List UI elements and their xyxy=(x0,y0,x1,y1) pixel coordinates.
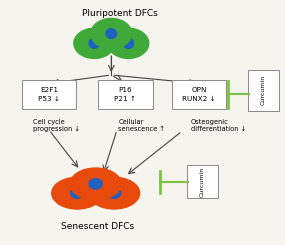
Text: Cell cycle
progression ↓: Cell cycle progression ↓ xyxy=(33,119,80,133)
Text: P16
P21 ↑: P16 P21 ↑ xyxy=(115,87,137,102)
FancyBboxPatch shape xyxy=(248,70,279,110)
Ellipse shape xyxy=(89,38,99,48)
Ellipse shape xyxy=(89,179,102,189)
Text: E2F1
P53 ↓: E2F1 P53 ↓ xyxy=(38,87,60,102)
Ellipse shape xyxy=(123,38,134,48)
Ellipse shape xyxy=(71,188,84,198)
Text: Cellular
senescence ↑: Cellular senescence ↑ xyxy=(118,119,165,132)
Ellipse shape xyxy=(107,188,121,198)
Ellipse shape xyxy=(52,177,103,209)
Text: Pluripotent DFCs: Pluripotent DFCs xyxy=(82,9,158,18)
Text: Curcumin: Curcumin xyxy=(261,75,266,105)
Ellipse shape xyxy=(91,18,132,49)
FancyBboxPatch shape xyxy=(22,80,76,109)
Text: Curcumin: Curcumin xyxy=(200,166,205,196)
Text: OPN
RUNX2 ↓: OPN RUNX2 ↓ xyxy=(182,87,216,102)
Text: Senescent DFCs: Senescent DFCs xyxy=(60,222,134,231)
FancyBboxPatch shape xyxy=(98,80,152,109)
FancyBboxPatch shape xyxy=(187,165,218,198)
Ellipse shape xyxy=(106,29,117,38)
Ellipse shape xyxy=(108,28,149,58)
Text: Osteogenic
differentiation ↓: Osteogenic differentiation ↓ xyxy=(191,119,246,132)
Ellipse shape xyxy=(89,177,140,209)
Ellipse shape xyxy=(74,28,115,58)
Ellipse shape xyxy=(70,168,121,200)
FancyBboxPatch shape xyxy=(172,80,226,109)
